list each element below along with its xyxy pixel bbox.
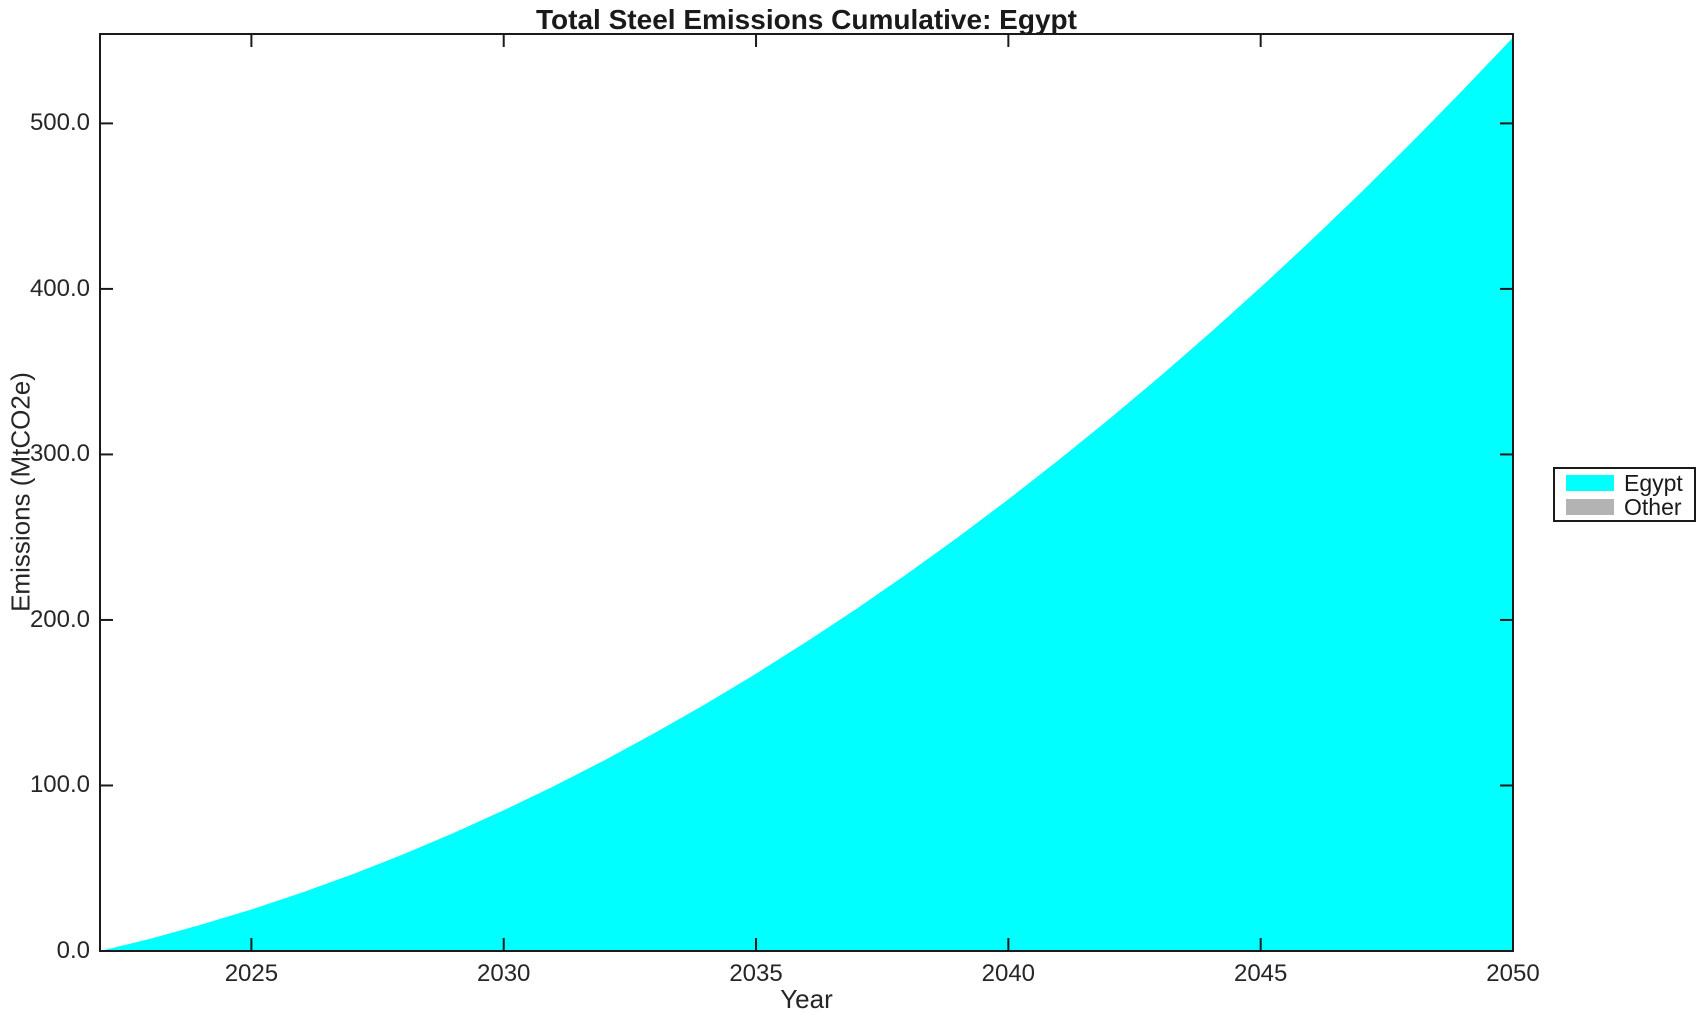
y-axis-label: Emissions (MtCO2e) <box>5 372 36 612</box>
legend-label-other: Other <box>1624 493 1682 520</box>
x-tick-label: 2040 <box>981 960 1036 987</box>
x-tick-label: 2025 <box>224 960 279 987</box>
legend-label-egypt: Egypt <box>1624 469 1683 496</box>
legend: Egypt Other <box>1553 467 1696 522</box>
y-tick-label: 400.0 <box>29 274 90 302</box>
x-axis-label: Year <box>780 984 833 1014</box>
egypt-swatch <box>1566 474 1614 491</box>
y-tick-label: 300.0 <box>29 440 90 468</box>
axes-box <box>99 33 1514 952</box>
chart-title: Total Steel Emissions Cumulative: Egypt <box>536 4 1077 35</box>
x-tick-label: 2030 <box>477 960 531 987</box>
y-tick-label: 100.0 <box>29 771 90 799</box>
area-egypt <box>100 37 1513 951</box>
x-tick-label: 2050 <box>1486 960 1540 987</box>
legend-entry-egypt: Egypt <box>1566 469 1694 496</box>
y-tick-label: 500.0 <box>29 109 90 137</box>
other-swatch <box>1566 498 1614 515</box>
legend-entry-other: Other <box>1566 493 1694 520</box>
y-tick-label: 200.0 <box>29 605 90 633</box>
x-tick-label: 2035 <box>729 960 783 987</box>
x-tick-label: 2045 <box>1233 960 1288 987</box>
y-tick-label: 0.0 <box>56 937 90 964</box>
